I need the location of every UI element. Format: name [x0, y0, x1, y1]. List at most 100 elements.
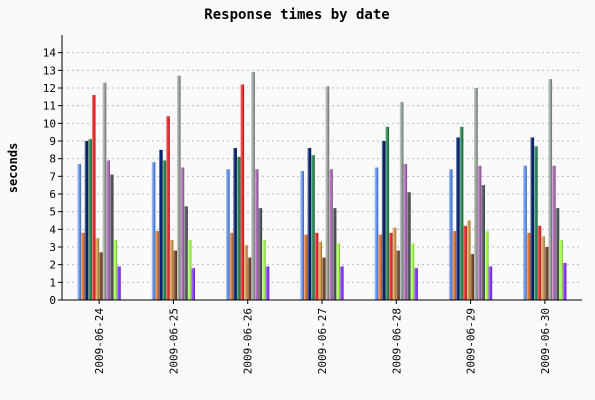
bar-highlight	[555, 208, 557, 300]
bar-body	[477, 165, 482, 300]
bar-body	[530, 137, 535, 300]
bar-highlight	[523, 165, 525, 300]
bar-highlight	[300, 171, 302, 300]
bar	[109, 174, 114, 300]
bar	[226, 169, 230, 300]
bar	[166, 116, 170, 301]
bar-highlight	[307, 148, 309, 300]
bar	[169, 239, 174, 300]
bar-body	[77, 163, 82, 300]
bar-highlight	[180, 167, 182, 300]
bar	[407, 192, 411, 300]
bar-shade	[455, 231, 457, 300]
bar-shade	[246, 245, 248, 300]
bar-shade	[105, 82, 107, 300]
bar-shade	[339, 243, 340, 300]
y-axis-label: seconds	[6, 143, 20, 194]
bar	[229, 232, 234, 300]
bar-shade	[310, 148, 312, 300]
bar-shade	[331, 169, 333, 300]
bar	[340, 266, 344, 300]
bar	[555, 208, 560, 300]
bar-shade	[554, 165, 556, 300]
bar	[474, 88, 478, 300]
y-tick-label: 10	[43, 117, 56, 130]
bar	[254, 169, 259, 300]
bar-body	[484, 231, 489, 300]
x-tick-label: 2009-06-27	[316, 308, 329, 374]
bar-body	[322, 257, 326, 300]
bar-shade	[551, 79, 553, 301]
bar-highlight	[410, 243, 412, 300]
bar-body	[155, 231, 160, 300]
bar-highlight	[191, 268, 193, 300]
bar-body	[162, 160, 167, 300]
bar-shade	[406, 163, 408, 300]
bar-highlight	[102, 82, 104, 300]
bar-highlight	[159, 149, 161, 300]
bar-body	[555, 208, 560, 300]
bar-highlight	[265, 266, 267, 300]
bar-shade	[112, 174, 114, 300]
bar-body	[166, 116, 170, 301]
y-tick-label: 5	[49, 206, 56, 219]
chart-title: Response times by date	[204, 7, 389, 23]
bar-highlight	[318, 241, 320, 300]
bar-highlight	[488, 266, 490, 300]
bar-shade	[168, 116, 170, 301]
bar-highlight	[374, 167, 376, 300]
bar	[534, 146, 538, 300]
bar-body	[466, 220, 471, 300]
bar-shade	[87, 141, 89, 300]
bar-shade	[98, 238, 100, 300]
bar-highlight	[113, 239, 115, 300]
y-tick-label: 1	[49, 276, 56, 289]
bar	[91, 95, 96, 300]
bar-body	[548, 79, 553, 301]
bar	[329, 169, 333, 300]
bar-highlight	[304, 234, 305, 300]
y-tick-label: 9	[49, 135, 56, 148]
bar	[452, 231, 457, 300]
bar	[448, 169, 453, 300]
bar-highlight	[378, 234, 380, 300]
bar-highlight	[262, 239, 264, 300]
bar-highlight	[466, 220, 468, 300]
bar	[113, 239, 118, 300]
bar-shade	[398, 250, 400, 300]
bar-highlight	[537, 225, 539, 300]
y-tick-label: 7	[49, 170, 56, 183]
bar-highlight	[389, 232, 391, 300]
bar-body	[177, 75, 181, 300]
bar	[414, 268, 418, 300]
bar-shade	[384, 141, 386, 300]
y-tick-label: 6	[49, 188, 56, 201]
bar-highlight	[562, 262, 564, 300]
bar	[385, 126, 390, 300]
bar-shade	[90, 139, 92, 300]
bar-highlight	[396, 250, 398, 300]
bar-shade	[183, 167, 185, 300]
bar	[541, 236, 545, 300]
bar-shade	[158, 231, 160, 300]
bar-highlight	[329, 169, 331, 300]
bar-body	[84, 141, 89, 300]
bar-highlight	[244, 245, 246, 300]
bar-highlight	[77, 163, 79, 300]
bar-highlight	[526, 232, 528, 300]
bar-body	[247, 257, 252, 300]
bar	[537, 225, 542, 300]
bar-shade	[335, 208, 337, 300]
bar-highlight	[117, 266, 119, 300]
bar-body	[396, 250, 400, 300]
bar	[233, 148, 237, 300]
bar-highlight	[392, 227, 394, 300]
bar-body	[191, 268, 196, 300]
bar-highlight	[544, 247, 546, 300]
bar-shade	[469, 220, 471, 300]
bar-highlight	[81, 232, 83, 300]
bar-shade	[491, 266, 493, 300]
bar-shade	[536, 146, 538, 300]
bar	[544, 247, 549, 300]
bar-body	[481, 185, 485, 300]
